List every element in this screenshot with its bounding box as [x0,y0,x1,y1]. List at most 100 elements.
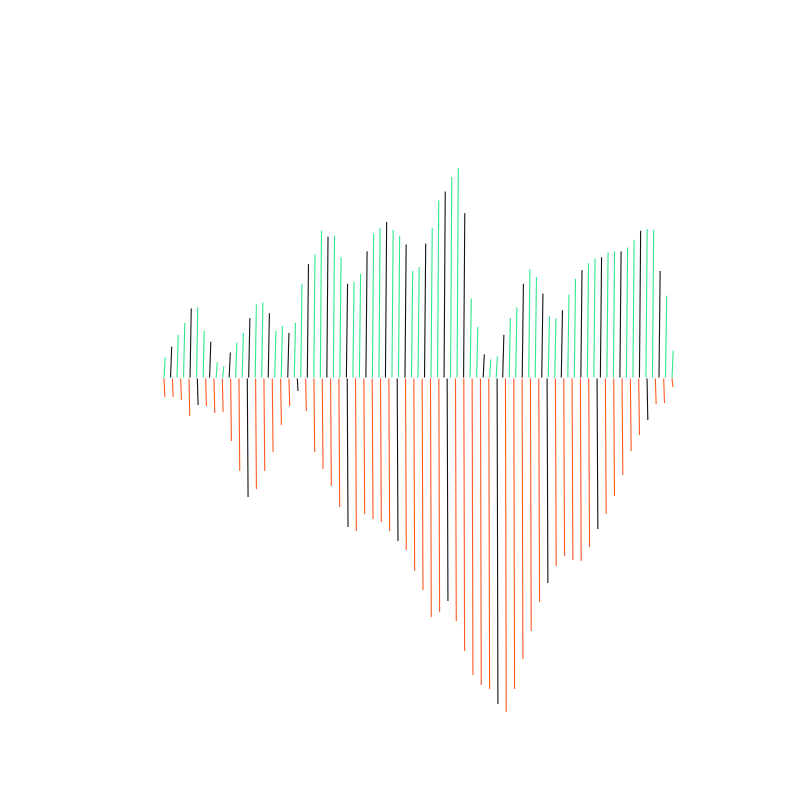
bar-negative [221,377,224,413]
bar-positive [339,257,342,379]
bar-positive [436,200,440,379]
bar-negative [246,377,249,498]
bar-negative [438,377,441,613]
bar-positive [280,325,283,379]
bar-positive [580,270,583,379]
bar-positive [228,352,231,379]
bar-negative [629,377,632,452]
bar-negative [429,377,432,618]
bar-positive [352,281,355,379]
bar-negative [554,377,557,567]
bar-negative [271,377,274,453]
bar-positive [625,247,629,379]
bar-negative [196,377,199,406]
bar-positive [254,304,257,379]
bar-negative [388,377,391,532]
bar-positive [521,283,524,379]
bar-negative [288,377,291,407]
bar-positive [482,354,485,379]
bar-positive [261,302,264,379]
bar-positive [547,316,551,379]
bar-positive [215,362,218,379]
bar-negative [563,377,566,557]
bar-negative [313,377,316,453]
bar-positive [410,271,414,379]
bar-negative [413,377,416,572]
bar-negative [188,377,191,417]
bar-positive [508,318,511,379]
bar-negative [255,377,257,490]
bar-positive [163,357,166,379]
bar-negative [596,377,599,530]
bar-negative [504,377,507,713]
bar-positive [528,269,531,379]
bar-positive [287,332,290,379]
bar-negative [546,377,549,584]
bar-negative [604,377,607,515]
bar-negative [454,377,457,622]
bar-positive [638,230,642,379]
bar-negative [538,377,541,603]
bar-negative [671,377,674,388]
bar-positive [671,350,674,379]
bar-positive [209,341,212,379]
bar-negative [571,377,574,561]
bar-positive [397,235,401,379]
bar-positive [404,244,407,379]
bar-positive [423,243,427,379]
bar-positive [300,283,303,379]
bar-positive [222,366,225,379]
bar-positive [476,326,479,379]
bar-negative [621,377,624,476]
bar-negative [396,377,399,542]
bar-positive [417,267,420,379]
bar-negative [321,377,324,470]
bar-positive [319,230,323,379]
bar-negative [471,377,474,676]
bar-positive [586,263,590,379]
bar-negative [488,377,491,690]
bar-negative [230,377,232,442]
bar-positive [515,307,518,379]
bar-positive [313,254,316,379]
bar-negative [613,377,616,497]
bar-negative [446,377,449,602]
bar-negative [363,377,366,515]
bar-negative [338,377,341,508]
bar-negative [529,377,532,632]
bar-positive [456,167,459,379]
bar-negative [496,377,499,705]
bar-negative [205,377,207,407]
bar-negative [638,377,641,436]
bar-positive [365,251,368,379]
bar-positive [664,295,668,379]
bar-positive [176,334,179,379]
bar-positive [235,342,238,379]
bar-negative [354,377,357,532]
bar-positive [658,271,661,379]
bar-negative [371,377,374,520]
bar-positive [371,233,375,379]
bar-positive [326,236,329,379]
bar-positive [450,176,453,379]
bar-negative [238,377,241,472]
bar-negative [171,377,174,398]
bar-negative [346,377,349,528]
bar-positive [554,318,557,379]
bar-positive [267,313,270,379]
bar-negative [521,377,524,660]
bar-negative [263,377,266,472]
bar-positive [345,283,349,379]
bar-negative [513,377,516,690]
bar-marks [163,167,674,713]
bar-positive [189,308,192,379]
bar-negative [646,377,649,421]
bar-positive [378,227,381,379]
bar-negative [421,377,424,591]
bar-positive [463,213,466,379]
bar-positive [612,251,616,379]
bar-positive [560,310,564,379]
bar-positive [599,257,603,379]
bar-positive [567,294,570,379]
